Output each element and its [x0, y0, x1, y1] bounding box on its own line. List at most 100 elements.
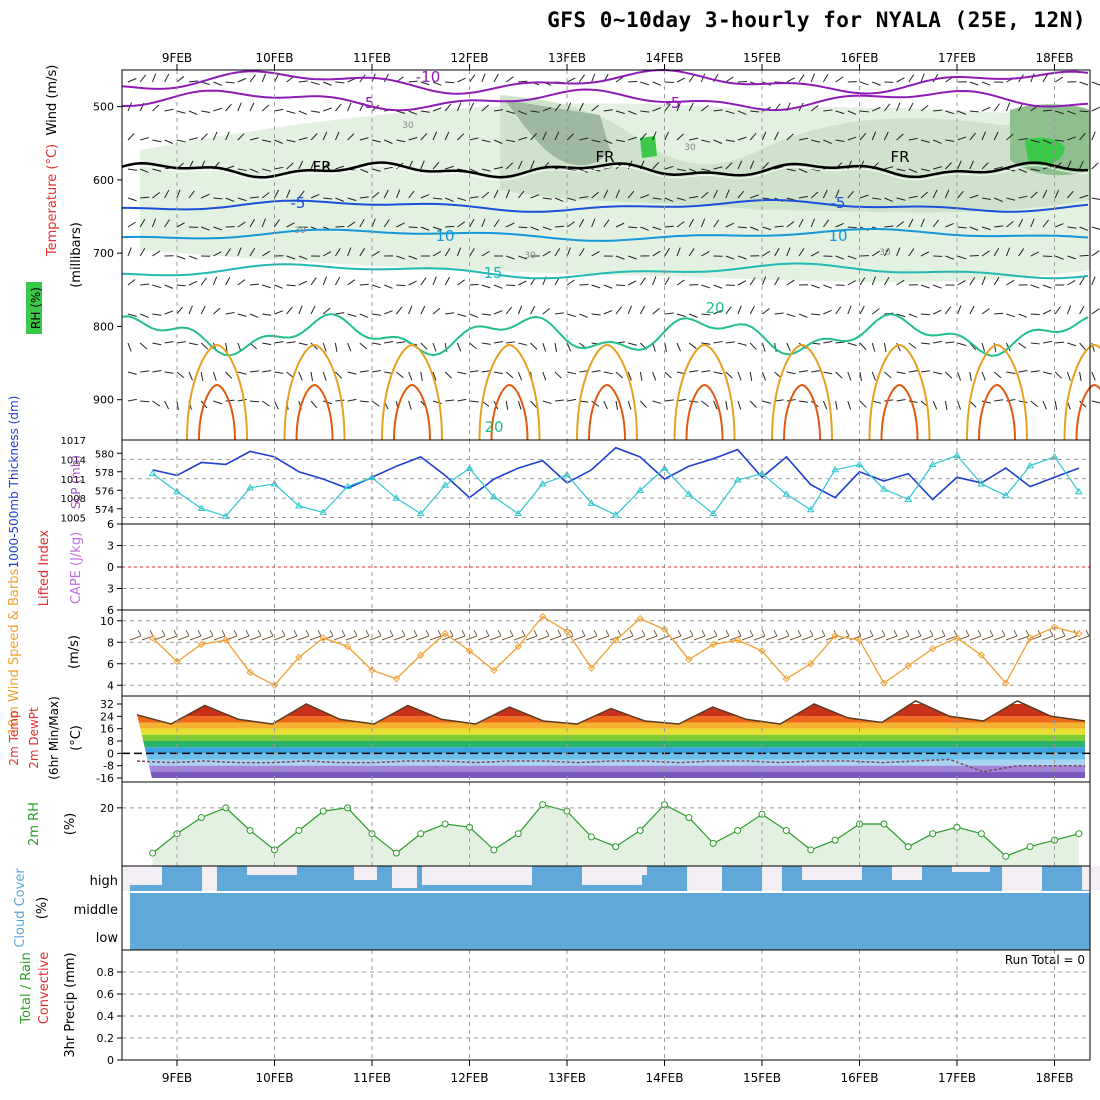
wind-barb: [420, 194, 430, 199]
wind-barb-10m: [797, 629, 802, 637]
wind-barb-10m: [869, 629, 874, 637]
wind-barb: [725, 371, 733, 379]
wind-barb: [164, 73, 170, 83]
wind-barb: [1067, 190, 1074, 199]
wind-barb: [688, 74, 695, 83]
wind-barb: [1079, 400, 1087, 408]
temp-tick-label: 24: [100, 710, 114, 723]
wind-barb: [567, 168, 577, 172]
wind-barb: [835, 139, 845, 142]
wind-barb-10m: [525, 635, 538, 641]
wind-barb: [664, 103, 671, 112]
wind-barb: [444, 248, 451, 257]
wind-barb: [1067, 255, 1077, 260]
wind-barb: [835, 306, 842, 315]
wind-barb: [627, 305, 633, 315]
wind-barb: [578, 74, 586, 83]
wind-barb: [761, 371, 767, 381]
wind-barb: [1042, 284, 1052, 289]
date-label-bottom: 16FEB: [841, 1071, 879, 1085]
wind-barb: [689, 137, 699, 141]
cloud-gap: [952, 866, 990, 872]
wind-barb: [164, 108, 174, 112]
wind-barb: [1091, 106, 1100, 112]
wind-barb: [225, 81, 235, 84]
wind-barb: [274, 371, 284, 374]
wind-barb: [298, 160, 304, 170]
wind-barb: [176, 400, 179, 410]
rh-legend-swatch: [26, 282, 42, 334]
wind-speed-point: [368, 666, 376, 674]
wind-barb-10m: [369, 635, 382, 641]
slp-point: [782, 490, 791, 497]
wind-barb: [835, 400, 838, 410]
wind-barb: [493, 139, 503, 144]
wind-barb: [322, 307, 331, 315]
wind-barb-10m: [449, 629, 454, 637]
wind-barb: [188, 280, 198, 286]
wind-barb-10m: [653, 629, 658, 637]
wind-barb: [628, 226, 638, 229]
wind-barb: [786, 371, 796, 375]
wind-barb: [432, 226, 442, 231]
contour-label: 30: [879, 248, 891, 258]
wind-barb: [432, 81, 442, 86]
wind-barb: [1079, 132, 1086, 141]
wind-barb: [835, 341, 845, 344]
wind-barb: [640, 110, 650, 113]
wind-barb-10m: [465, 635, 478, 641]
wind-barb: [420, 342, 428, 350]
contour-20: [121, 313, 1089, 357]
wind-barb: [469, 400, 479, 403]
wind-barb-10m: [213, 635, 226, 641]
contour-freezing: [121, 161, 1089, 179]
wind-barb: [932, 400, 938, 410]
wind-barb: [1030, 168, 1040, 172]
rh-point: [1026, 843, 1034, 851]
wind-barb: [701, 400, 709, 407]
wind-barb: [213, 81, 222, 86]
wind-speed-point: [392, 675, 401, 683]
wind-barb: [310, 193, 320, 199]
wind-barb: [530, 226, 540, 231]
wind-barb: [1018, 195, 1028, 199]
wind-barb: [457, 197, 467, 202]
wind-barb: [262, 342, 272, 346]
rh-shade-mid: [500, 95, 1090, 213]
wind-barb: [578, 218, 585, 228]
precip-tick-label: 0: [107, 1054, 114, 1067]
wind-barb: [408, 190, 415, 199]
wind-barb-10m: [965, 629, 970, 637]
wind-barb: [213, 251, 222, 257]
wind-barb: [127, 133, 135, 141]
pressure-tick-label: 800: [93, 320, 114, 333]
slp-point: [246, 483, 255, 491]
wind-barb: [432, 161, 440, 170]
wind-barb: [420, 305, 426, 315]
wind-barb: [1042, 400, 1047, 410]
wind-barb-10m: [305, 629, 310, 637]
wind-barb: [249, 196, 259, 199]
wind-barb-10m: [537, 635, 550, 641]
wind-barb: [676, 221, 685, 228]
wind-barb: [567, 313, 576, 318]
wind-barb: [164, 189, 170, 199]
wind-barb: [713, 166, 723, 170]
wind-barb-10m: [777, 635, 790, 641]
wind-barb: [993, 342, 997, 352]
wind-barb: [213, 226, 223, 231]
wind-barb: [603, 284, 613, 289]
wind-barb: [993, 103, 1000, 112]
cloud-gap: [247, 866, 297, 875]
pressure-tick-label: 600: [93, 174, 114, 187]
wind-barb: [822, 219, 830, 228]
cloud-gap: [1082, 866, 1100, 890]
wind-barb: [554, 197, 564, 202]
wind-barb: [286, 162, 294, 170]
wind-barb: [1030, 191, 1038, 199]
wind-barb: [567, 398, 577, 402]
wind-barb: [249, 248, 256, 257]
wind-barb: [749, 132, 757, 141]
wind-barb: [542, 400, 552, 405]
wind-barb: [957, 136, 967, 141]
